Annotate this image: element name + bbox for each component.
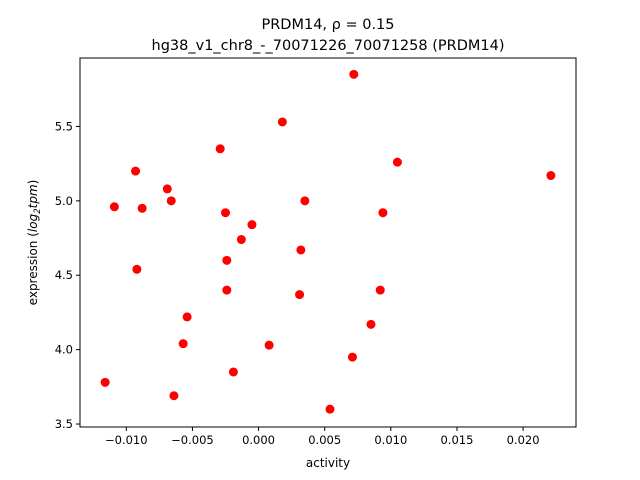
x-tick-label: 0.010 <box>374 433 407 447</box>
data-point-25 <box>264 340 274 350</box>
y-tick-label: 5.5 <box>55 119 73 133</box>
data-point-12 <box>220 208 230 218</box>
data-point-8 <box>166 196 176 206</box>
data-point-27 <box>228 367 238 377</box>
y-tick-label: 3.5 <box>55 417 73 431</box>
data-point-5 <box>131 166 141 176</box>
data-point-29 <box>169 391 179 401</box>
data-point-19 <box>222 285 232 295</box>
data-point-6 <box>546 171 556 181</box>
data-point-3 <box>215 144 225 154</box>
x-tick-label: −0.010 <box>105 433 148 447</box>
y-tick-label: 4.5 <box>55 268 73 282</box>
x-tick-label: 0.015 <box>440 433 473 447</box>
data-point-14 <box>247 220 257 230</box>
y-tick-label: 5.0 <box>55 194 73 208</box>
data-point-10 <box>109 202 119 212</box>
x-tick-label: 0.005 <box>308 433 341 447</box>
x-axis-label: activity <box>306 456 350 470</box>
data-point-20 <box>375 285 385 295</box>
data-point-2 <box>277 117 287 127</box>
y-axis-label-tpm: tpm <box>26 184 40 208</box>
data-point-4 <box>392 157 402 167</box>
plot-frame <box>79 57 577 428</box>
data-point-23 <box>366 319 376 329</box>
data-point-15 <box>236 235 246 245</box>
y-axis-label: expression (log2tpm) <box>26 180 43 306</box>
chart-title-line-1: PRDM14, ρ = 0.15 <box>261 17 394 33</box>
x-axis: −0.010 −0.005 0.000 0.005 0.010 0.015 0.020 <box>105 427 540 447</box>
y-axis-label-log: log <box>26 213 40 232</box>
data-point-21 <box>295 290 305 300</box>
y-axis-label-suffix: ) <box>26 180 40 185</box>
y-tick-label: 4.0 <box>55 343 73 357</box>
data-point-24 <box>178 339 188 349</box>
data-point-28 <box>100 377 110 387</box>
data-point-16 <box>296 245 306 255</box>
data-point-9 <box>300 196 310 206</box>
data-point-11 <box>137 203 147 213</box>
y-axis-label-prefix: expression ( <box>26 232 40 305</box>
data-point-1 <box>349 69 359 79</box>
x-tick-label: 0.000 <box>242 433 275 447</box>
data-point-18 <box>132 264 142 274</box>
data-point-26 <box>347 352 357 362</box>
x-tick-label: −0.005 <box>171 433 214 447</box>
x-tick-label: 0.020 <box>507 433 540 447</box>
y-axis-label-subscript: 2 <box>33 208 43 213</box>
data-point-30 <box>325 404 335 414</box>
chart-title-line-2: hg38_v1_chr8_-_70071226_70071258 (PRDM14… <box>152 38 505 54</box>
data-point-13 <box>378 208 388 218</box>
data-points <box>100 69 556 414</box>
y-axis: 3.5 4.0 4.5 5.0 5.5 <box>55 119 80 431</box>
data-point-7 <box>162 184 172 194</box>
data-point-22 <box>182 312 192 322</box>
data-point-17 <box>222 255 232 265</box>
